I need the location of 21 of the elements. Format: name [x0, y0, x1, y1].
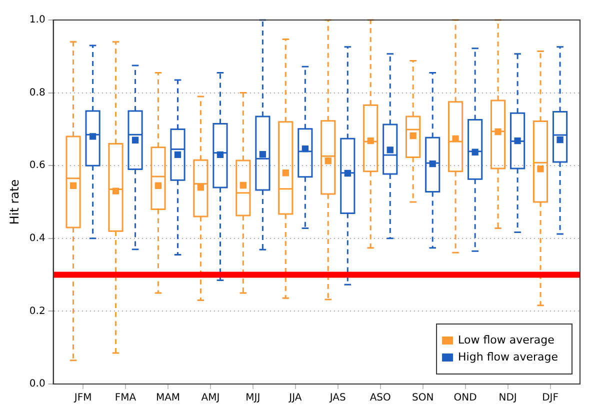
y-tick-label: 0.8	[29, 87, 46, 98]
x-tick-label: DJF	[542, 392, 559, 404]
y-tick-label: 1.0	[29, 14, 46, 26]
y-tick-label: 0.4	[29, 232, 46, 244]
x-tick-label: MAM	[156, 392, 180, 404]
x-tick-label: AMJ	[201, 392, 220, 404]
y-tick-label: 0.6	[29, 160, 46, 172]
x-tick-label: FMA	[114, 392, 136, 404]
x-tick-label: MJJ	[246, 392, 260, 404]
x-tick-label: JJA	[288, 392, 302, 404]
legend-label: Low flow average	[458, 333, 555, 346]
x-tick-label: JFM	[73, 392, 92, 404]
y-tick-label: 0.2	[29, 306, 46, 317]
y-tick-label: 0.0	[29, 378, 46, 390]
legend-label: High flow average	[458, 350, 558, 364]
x-tick-label: JAS	[328, 392, 346, 404]
x-tick-label: SON	[412, 392, 434, 404]
x-tick-label: OND	[454, 392, 478, 404]
y-axis-title: Hit rate	[7, 179, 22, 225]
x-tick-label: NDJ	[498, 392, 517, 404]
x-tick-label: ASO	[370, 392, 392, 404]
